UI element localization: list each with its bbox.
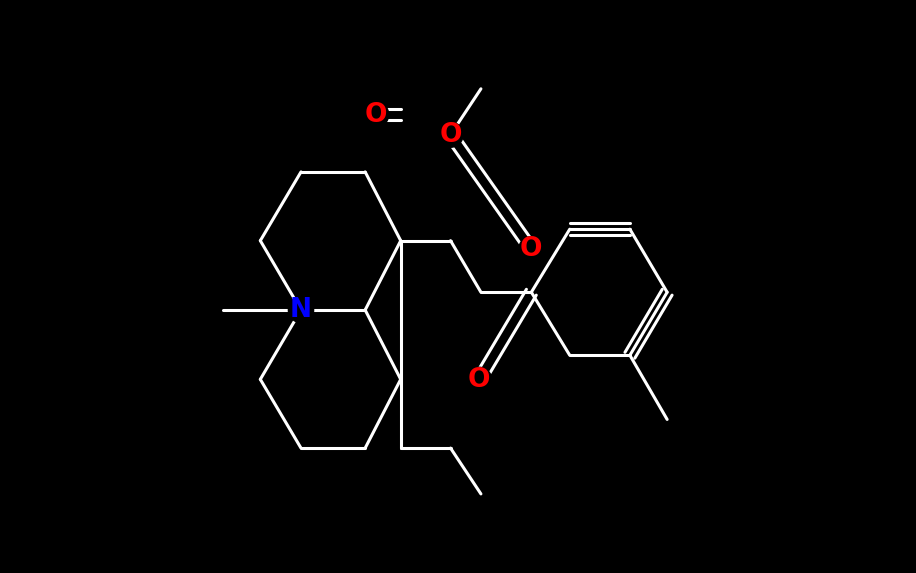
Text: O: O — [468, 367, 490, 393]
Text: O: O — [440, 121, 462, 148]
Circle shape — [438, 122, 463, 147]
Text: N: N — [290, 297, 312, 323]
Text: O: O — [520, 236, 542, 262]
Circle shape — [364, 102, 388, 127]
Text: O: O — [365, 101, 387, 128]
Circle shape — [466, 367, 492, 393]
Circle shape — [518, 237, 544, 262]
Circle shape — [289, 297, 313, 323]
